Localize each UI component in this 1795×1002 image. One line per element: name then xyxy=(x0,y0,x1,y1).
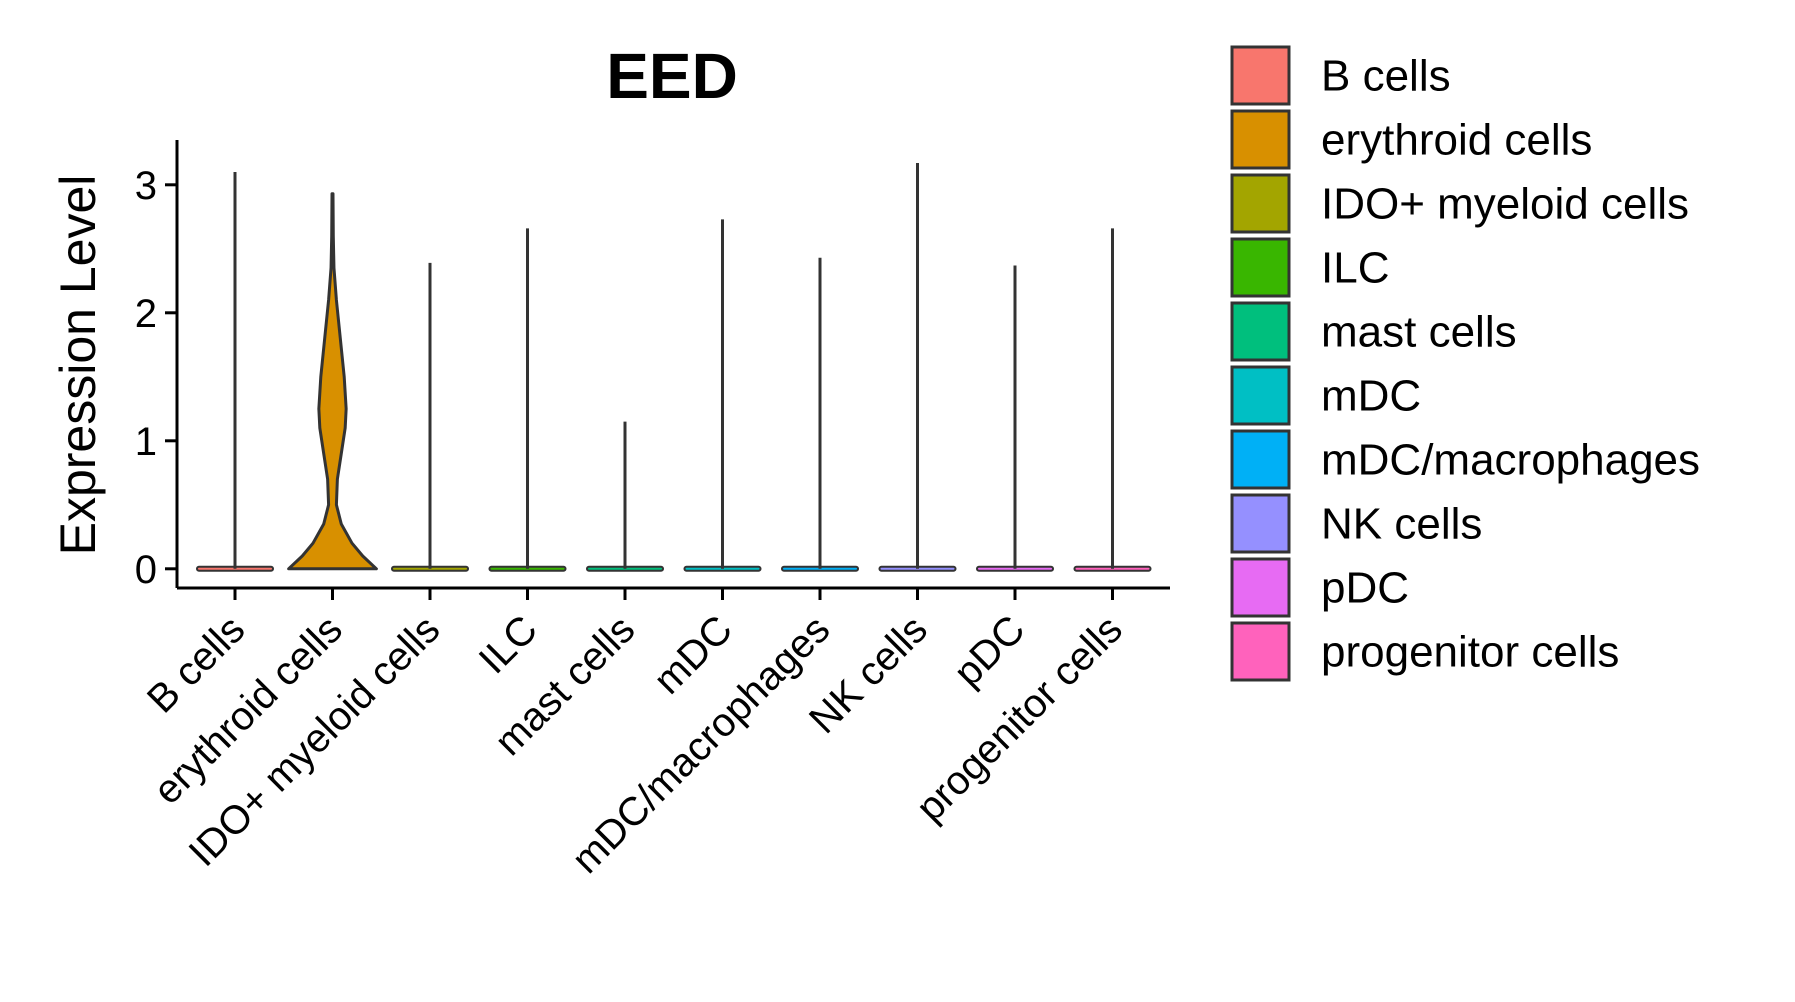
legend-label-8: pDC xyxy=(1321,564,1409,613)
legend-swatch-0 xyxy=(1230,45,1291,106)
legend-label-3: ILC xyxy=(1321,244,1389,293)
legend-label-0: B cells xyxy=(1321,52,1451,101)
legend-label-1: erythroid cells xyxy=(1321,116,1592,165)
legend-label-7: NK cells xyxy=(1321,500,1482,549)
y-tick-label: 3 xyxy=(135,164,157,208)
legend-swatch-4 xyxy=(1230,301,1291,362)
legend-label-2: IDO+ myeloid cells xyxy=(1321,180,1689,229)
violin-1 xyxy=(287,192,378,571)
legend-swatch-2 xyxy=(1230,173,1291,234)
legend-swatch-8 xyxy=(1230,557,1291,618)
y-axis-title: Expression Level xyxy=(50,175,106,556)
legend-swatch-1 xyxy=(1230,109,1291,170)
legend-label-4: mast cells xyxy=(1321,308,1517,357)
legend-label-6: mDC/macrophages xyxy=(1321,436,1700,485)
legend: B cells erythroid cells IDO+ myeloid cells… xyxy=(1230,45,1700,682)
x-tick-label: ILC xyxy=(471,607,546,682)
y-tick-label: 1 xyxy=(135,420,157,464)
legend-swatch-5 xyxy=(1230,365,1291,426)
y-tick-label: 0 xyxy=(135,548,157,592)
legend-swatch-6 xyxy=(1230,429,1291,490)
legend-swatch-3 xyxy=(1230,237,1291,298)
y-tick-label: 2 xyxy=(135,292,157,336)
legend-label-9: progenitor cells xyxy=(1321,628,1619,677)
legend-label-5: mDC xyxy=(1321,372,1421,421)
chart-title: EED xyxy=(606,40,738,112)
legend-swatch-9 xyxy=(1230,621,1291,682)
legend-swatch-7 xyxy=(1230,493,1291,554)
x-tick-label: pDC xyxy=(946,607,1034,695)
